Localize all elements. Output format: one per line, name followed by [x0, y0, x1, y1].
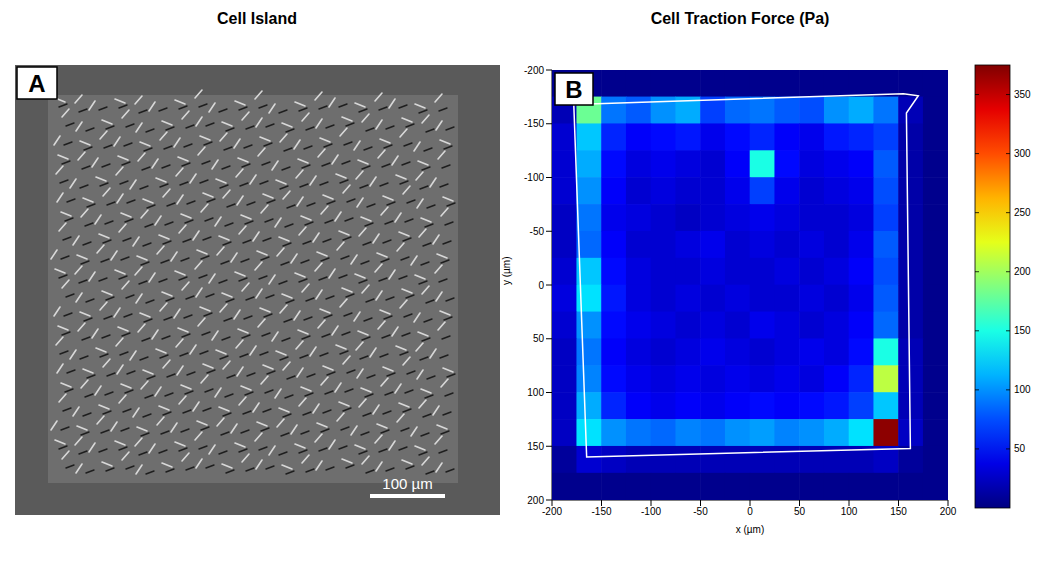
svg-text:0: 0 — [538, 280, 544, 291]
svg-text:0: 0 — [747, 506, 753, 517]
svg-text:300: 300 — [1014, 148, 1031, 159]
svg-text:-100: -100 — [524, 172, 544, 183]
svg-text:150: 150 — [527, 441, 544, 452]
svg-text:Cell Traction Force (Pa): Cell Traction Force (Pa) — [651, 10, 830, 27]
svg-text:100: 100 — [527, 387, 544, 398]
svg-text:y (µm): y (µm) — [501, 256, 512, 285]
svg-text:250: 250 — [1014, 207, 1031, 218]
svg-text:350: 350 — [1014, 89, 1031, 100]
svg-text:-150: -150 — [524, 118, 544, 129]
svg-text:-150: -150 — [591, 506, 611, 517]
svg-text:-50: -50 — [693, 506, 708, 517]
svg-text:50: 50 — [794, 506, 806, 517]
svg-text:200: 200 — [1014, 266, 1031, 277]
svg-text:50: 50 — [533, 333, 545, 344]
svg-text:200: 200 — [527, 495, 544, 506]
svg-text:A: A — [28, 70, 45, 97]
svg-text:100: 100 — [841, 506, 858, 517]
svg-text:-200: -200 — [542, 506, 562, 517]
svg-text:B: B — [565, 76, 582, 103]
svg-text:-50: -50 — [530, 226, 545, 237]
svg-text:100 µm: 100 µm — [382, 475, 432, 492]
svg-text:x (µm): x (µm) — [736, 524, 765, 535]
svg-text:-100: -100 — [641, 506, 661, 517]
svg-text:50: 50 — [1014, 443, 1026, 454]
svg-text:-200: -200 — [524, 65, 544, 76]
svg-text:Cell Island: Cell Island — [217, 10, 297, 27]
svg-text:150: 150 — [1014, 325, 1031, 336]
svg-text:150: 150 — [890, 506, 907, 517]
svg-text:200: 200 — [940, 506, 957, 517]
svg-text:100: 100 — [1014, 384, 1031, 395]
